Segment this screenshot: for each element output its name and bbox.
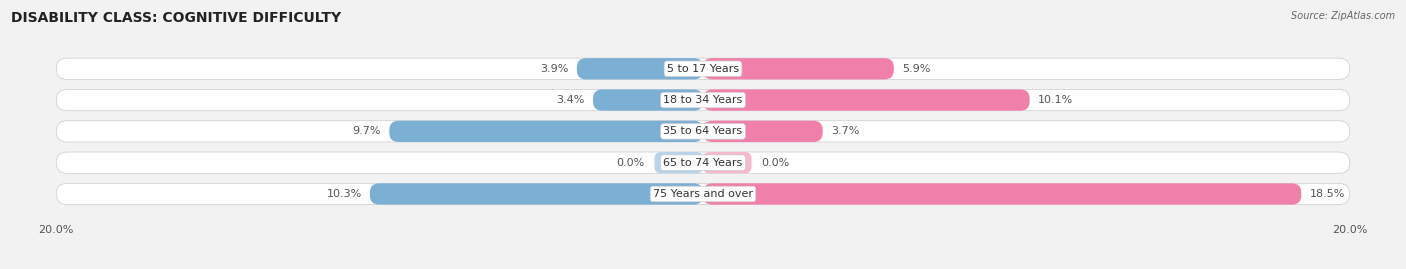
Text: DISABILITY CLASS: COGNITIVE DIFFICULTY: DISABILITY CLASS: COGNITIVE DIFFICULTY (11, 11, 342, 25)
Text: 18.5%: 18.5% (1309, 189, 1344, 199)
FancyBboxPatch shape (703, 58, 894, 79)
Text: 0.0%: 0.0% (617, 158, 645, 168)
FancyBboxPatch shape (370, 183, 703, 205)
Text: 3.9%: 3.9% (540, 64, 569, 74)
Text: 5.9%: 5.9% (901, 64, 931, 74)
Text: Source: ZipAtlas.com: Source: ZipAtlas.com (1291, 11, 1395, 21)
FancyBboxPatch shape (56, 121, 1350, 142)
FancyBboxPatch shape (56, 183, 1350, 205)
Text: 3.7%: 3.7% (831, 126, 859, 136)
Text: 18 to 34 Years: 18 to 34 Years (664, 95, 742, 105)
Text: 0.0%: 0.0% (761, 158, 789, 168)
FancyBboxPatch shape (654, 152, 703, 173)
Text: 65 to 74 Years: 65 to 74 Years (664, 158, 742, 168)
FancyBboxPatch shape (576, 58, 703, 79)
Text: 35 to 64 Years: 35 to 64 Years (664, 126, 742, 136)
Text: 3.4%: 3.4% (557, 95, 585, 105)
FancyBboxPatch shape (56, 152, 1350, 173)
Text: 10.1%: 10.1% (1038, 95, 1073, 105)
Text: 9.7%: 9.7% (353, 126, 381, 136)
FancyBboxPatch shape (56, 58, 1350, 79)
Text: 75 Years and over: 75 Years and over (652, 189, 754, 199)
FancyBboxPatch shape (703, 121, 823, 142)
FancyBboxPatch shape (703, 183, 1302, 205)
FancyBboxPatch shape (703, 89, 1029, 111)
FancyBboxPatch shape (703, 152, 752, 173)
FancyBboxPatch shape (56, 89, 1350, 111)
Text: 10.3%: 10.3% (326, 189, 361, 199)
FancyBboxPatch shape (593, 89, 703, 111)
FancyBboxPatch shape (389, 121, 703, 142)
Text: 5 to 17 Years: 5 to 17 Years (666, 64, 740, 74)
